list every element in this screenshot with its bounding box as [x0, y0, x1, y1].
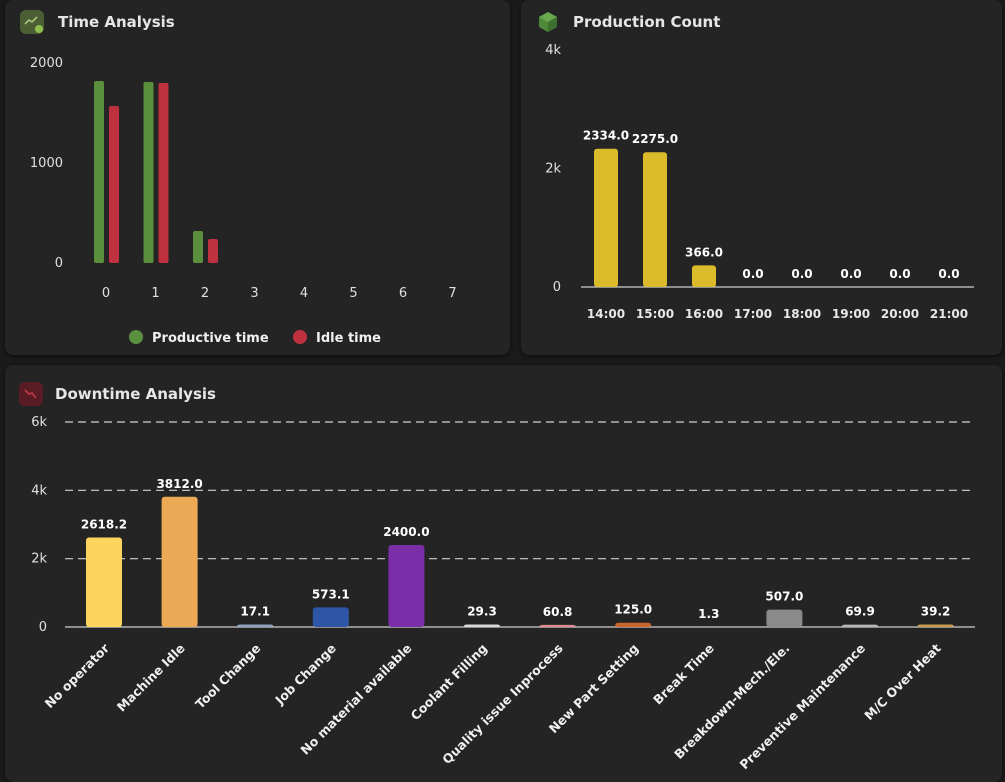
trend-down-icon	[19, 382, 43, 406]
data-label: 39.2	[921, 605, 951, 619]
x-tick-label: Machine Idle	[114, 641, 188, 715]
x-tick-label: 2	[201, 286, 209, 301]
y-tick-label: 0	[39, 620, 47, 635]
x-tick-label: Quality issue Inprocess	[439, 641, 566, 768]
data-label: 0.0	[889, 267, 910, 281]
downtime-bar	[237, 624, 274, 627]
y-tick-label: 2k	[31, 552, 47, 567]
y-tick-label: 0	[553, 280, 561, 295]
data-label: 2618.2	[81, 518, 127, 532]
data-label: 0.0	[742, 267, 763, 281]
x-tick-label: 18:00	[783, 307, 821, 321]
production-count-chart: 0 2k 4k 2334.0 14:00 2275.0 15:00 366.0 16:00 0.0…	[545, 43, 974, 321]
data-label: 69.9	[845, 605, 875, 619]
production-count-panel: Production Count 0 2k 4k 2334.0 14:00 2275.0 1…	[521, 0, 1002, 355]
data-label: 17.1	[240, 605, 270, 619]
x-tick-label: Tool Change	[192, 641, 263, 712]
downtime-bar	[842, 624, 878, 627]
downtime-analysis-panel: Downtime Analysis 0 2k 4k 6k 2618.2 No operat…	[5, 365, 1002, 782]
x-tick-label: 3	[250, 286, 258, 301]
x-tick-label: 15:00	[636, 307, 674, 321]
x-tick-label: 4	[300, 286, 308, 301]
downtime-bar	[161, 496, 198, 627]
panel-title: Downtime Analysis	[55, 385, 216, 403]
bar-productive-time	[193, 231, 203, 263]
x-tick-label: Job Change	[271, 641, 338, 708]
time-analysis-panel: Time Analysis 0 1000 2000 0 1 2 3 4 5 6 7 Productiv…	[5, 0, 510, 355]
bar-idle-time	[208, 239, 218, 263]
data-label: 2275.0	[632, 132, 678, 146]
data-label: 0.0	[840, 267, 861, 281]
downtime-bar	[539, 624, 576, 627]
x-tick-label: Break Time	[650, 641, 717, 708]
downtime-analysis-chart: 0 2k 4k 6k 2618.2 No operator 3812.0 Machine Id…	[31, 415, 975, 773]
downtime-bar	[615, 622, 652, 627]
x-tick-label: 0	[102, 286, 110, 301]
bar-idle-time	[158, 83, 169, 263]
production-bar	[643, 152, 667, 287]
downtime-bar	[464, 624, 500, 627]
data-label: 2334.0	[583, 129, 629, 143]
x-tick-label: 17:00	[734, 307, 772, 321]
x-tick-label: 5	[349, 286, 357, 301]
x-tick-label: 21:00	[930, 307, 968, 321]
legend-label: Idle time	[316, 331, 381, 346]
production-bar	[692, 265, 716, 287]
downtime-bar	[86, 537, 122, 627]
bar-idle-time	[109, 106, 119, 263]
downtime-bar	[766, 609, 803, 627]
production-bar	[594, 148, 618, 287]
y-tick-label: 4k	[545, 43, 561, 58]
x-tick-label: No operator	[42, 640, 113, 711]
y-tick-label: 0	[55, 256, 63, 271]
downtime-bar	[917, 624, 954, 627]
cube-icon	[536, 10, 560, 34]
legend-marker	[293, 330, 307, 344]
y-tick-label: 2k	[545, 162, 561, 177]
data-label: 1.3	[698, 607, 719, 621]
time-analysis-chart: 0 1000 2000 0 1 2 3 4 5 6 7 Productive time Idle tim…	[30, 56, 457, 346]
data-label: 0.0	[938, 267, 959, 281]
data-label: 125.0	[614, 603, 652, 617]
trend-chart-icon	[20, 10, 44, 34]
y-tick-label: 6k	[31, 415, 47, 430]
downtime-bar	[388, 545, 425, 627]
x-tick-label: 6	[399, 286, 407, 301]
data-label: 366.0	[685, 245, 723, 259]
data-label: 573.1	[312, 587, 350, 601]
y-tick-label: 2000	[30, 56, 63, 71]
x-tick-label: 1	[151, 286, 159, 301]
x-tick-label: 7	[448, 286, 456, 301]
y-tick-label: 1000	[30, 156, 63, 171]
data-label: 3812.0	[156, 477, 202, 491]
downtime-bar	[312, 607, 349, 627]
bar-productive-time	[143, 82, 154, 263]
x-tick-label: 20:00	[881, 307, 919, 321]
x-tick-label: Preventive Maintenance	[736, 641, 868, 773]
legend-marker	[129, 330, 143, 344]
panel-title: Time Analysis	[58, 13, 175, 31]
legend-label: Productive time	[152, 331, 269, 346]
data-label: 60.8	[543, 605, 573, 619]
x-tick-label: 16:00	[685, 307, 723, 321]
panel-title: Production Count	[573, 13, 721, 31]
x-tick-label: M/C Over Heat	[861, 641, 944, 724]
y-tick-label: 4k	[31, 483, 47, 498]
data-label: 507.0	[765, 590, 803, 604]
bar-productive-time	[94, 81, 104, 263]
x-tick-label: Coolant Filling	[408, 641, 491, 724]
data-label: 0.0	[791, 267, 812, 281]
x-tick-label: 19:00	[832, 307, 870, 321]
data-label: 2400.0	[383, 525, 429, 539]
x-tick-label: 14:00	[587, 307, 625, 321]
data-label: 29.3	[467, 605, 497, 619]
